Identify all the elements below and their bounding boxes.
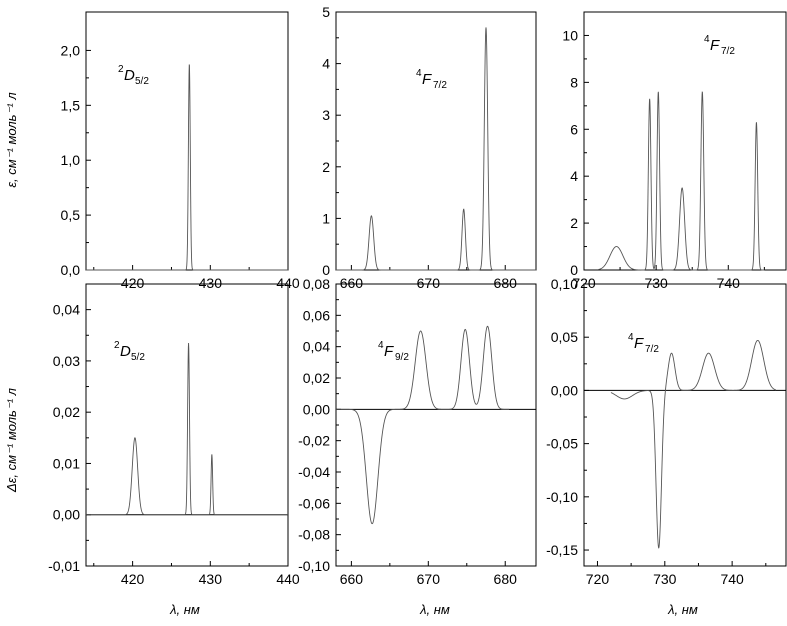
panel-label-term: F xyxy=(634,335,644,352)
x-tick-label: 440 xyxy=(276,275,300,291)
panel-label-term: F xyxy=(422,71,432,88)
x-tick-label: 720 xyxy=(572,275,596,291)
panel-label-superscript: 4 xyxy=(628,332,634,343)
y-tick-label: 5 xyxy=(322,4,330,20)
x-tick-label: 730 xyxy=(653,571,677,587)
y-tick-label: -0,02 xyxy=(298,433,330,449)
y-tick-label: 0,00 xyxy=(303,401,330,417)
x-tick-label: 660 xyxy=(340,571,364,587)
series-line xyxy=(610,339,777,549)
y-tick-label: 1,0 xyxy=(61,152,81,168)
x-tick-label: 420 xyxy=(121,571,145,587)
x-tick-label: 670 xyxy=(417,571,441,587)
y-tick-label: 1 xyxy=(322,210,330,226)
y-tick-label: -0,05 xyxy=(546,436,578,452)
x-axis-title-middle: λ, нм xyxy=(419,602,450,617)
y-tick-label: 0,04 xyxy=(53,302,80,318)
y-tick-label: -0,10 xyxy=(298,558,330,574)
y-tick-label: 0,01 xyxy=(53,455,80,471)
y-tick-label: -0,15 xyxy=(546,542,578,558)
y-tick-label: 0 xyxy=(570,262,578,278)
panel-label-subscript: 7/2 xyxy=(721,46,735,57)
panel-d: -0,01 0,00 0,01 0,02 0,03 0,04 420 430 440 2 D 5/2 xyxy=(48,283,300,587)
x-tick-label: 720 xyxy=(586,571,610,587)
y-tick-label: 0,05 xyxy=(551,329,578,345)
plot-frame xyxy=(85,11,289,271)
panel-label-term: F xyxy=(710,37,720,54)
x-tick-label: 430 xyxy=(199,571,223,587)
series-line xyxy=(86,64,288,271)
y-tick-label: 0,5 xyxy=(61,207,81,223)
y-tick-label: -0,06 xyxy=(298,495,330,511)
panel-label-term: D xyxy=(120,343,131,360)
y-tick-label: 0 xyxy=(322,262,330,278)
panel-label-superscript: 2 xyxy=(114,340,120,351)
panel-label-term: F xyxy=(384,343,394,360)
x-tick-label: 680 xyxy=(494,571,518,587)
x-axis-title-right: λ, нм xyxy=(667,602,698,617)
panel-label-superscript: 2 xyxy=(118,64,124,75)
y-tick-label: -0,10 xyxy=(546,489,578,505)
panel-label-subscript: 9/2 xyxy=(395,352,409,363)
plot-frame xyxy=(583,283,787,567)
y-tick-label: 2 xyxy=(570,215,578,231)
y-tick-label: 6 xyxy=(570,121,578,137)
y-tick-label: 0,03 xyxy=(53,353,80,369)
panel-label-superscript: 4 xyxy=(416,68,422,79)
y-tick-label: -0,04 xyxy=(298,464,330,480)
y-tick-label: 4 xyxy=(322,56,330,72)
panel-label-term: D xyxy=(124,67,135,84)
panel-label-superscript: 4 xyxy=(704,34,710,45)
series-line xyxy=(336,27,536,271)
series-line xyxy=(86,342,288,516)
y-tick-label: 0,10 xyxy=(551,276,578,292)
y-tick-label: 1,5 xyxy=(61,97,81,113)
x-axis-title-left: λ, нм xyxy=(169,602,200,617)
y-tick-label: 2,0 xyxy=(61,42,81,58)
y-tick-label: 0,02 xyxy=(53,404,80,420)
x-tick-label: 740 xyxy=(720,571,744,587)
y-tick-label: 0,04 xyxy=(303,339,330,355)
y-tick-label: 0,02 xyxy=(303,370,330,386)
x-tick-label: 670 xyxy=(417,275,441,291)
y-tick-label: 10 xyxy=(562,27,578,43)
y-tick-label: 0,06 xyxy=(303,307,330,323)
panel-label-subscript: 5/2 xyxy=(135,76,149,87)
y-tick-label: 0,08 xyxy=(303,276,330,292)
y-tick-label: 3 xyxy=(322,107,330,123)
series-line xyxy=(598,91,765,271)
y-tick-label: 0,0 xyxy=(61,262,81,278)
panel-label-subscript: 7/2 xyxy=(433,80,447,91)
panel-label-superscript: 4 xyxy=(378,340,384,351)
plot-frame xyxy=(335,11,537,271)
plot-frame xyxy=(335,283,537,567)
x-tick-label: 440 xyxy=(276,571,300,587)
plot-frame xyxy=(85,283,289,567)
y-tick-label: -0,01 xyxy=(48,558,80,574)
y-tick-label: 8 xyxy=(570,74,578,90)
plot-frame xyxy=(583,11,787,271)
x-tick-label: 740 xyxy=(717,275,741,291)
panel-e: -0,10 -0,08 -0,06 -0,04 -0,02 0,00 0,02 0,04 0,0… xyxy=(298,276,537,587)
y-axis-title-top: ε, см⁻¹ моль⁻¹ л xyxy=(4,92,19,188)
y-tick-label: -0,08 xyxy=(298,527,330,543)
y-tick-label: 0,00 xyxy=(551,382,578,398)
y-tick-label: 0,00 xyxy=(53,507,80,523)
series-line xyxy=(336,325,510,525)
x-tick-label: 420 xyxy=(121,275,145,291)
x-tick-label: 730 xyxy=(644,275,668,291)
x-tick-label: 430 xyxy=(199,275,223,291)
panel-label-subscript: 5/2 xyxy=(131,352,145,363)
y-tick-label: 2 xyxy=(322,159,330,175)
y-tick-label: 4 xyxy=(570,168,578,184)
x-tick-label: 660 xyxy=(340,275,364,291)
x-tick-label: 680 xyxy=(494,275,518,291)
panel-a: 0,0 0,5 1,0 1,5 2,0 420 430 440 2 D 5/2 xyxy=(61,11,300,291)
y-axis-title-bottom: Δε, см⁻¹ моль⁻¹ л xyxy=(4,387,19,493)
panel-label-subscript: 7/2 xyxy=(645,344,659,355)
